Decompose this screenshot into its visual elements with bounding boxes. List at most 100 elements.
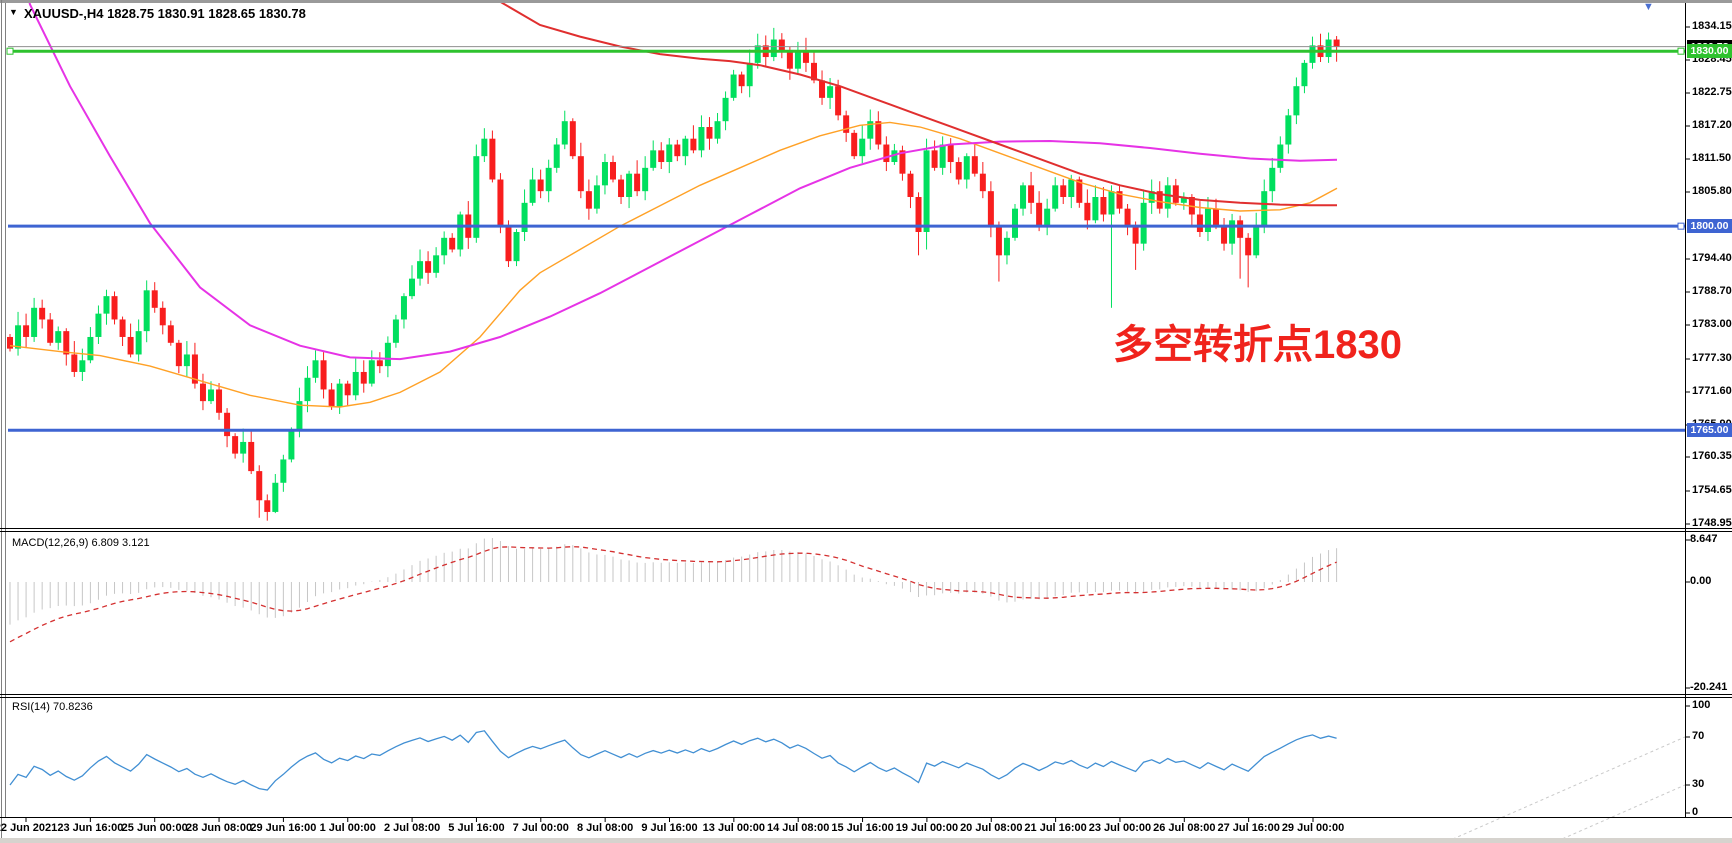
window-top-border [0,0,1732,3]
candle-body-bear [706,127,713,139]
candle-body-bear [955,162,962,180]
candle-body-bear [569,121,576,157]
symbol-ohlc-header: XAUUSD-,H4 1828.75 1830.91 1828.65 1830.… [24,6,306,21]
candle-body-bear [376,360,383,367]
candle-body-bull [1148,191,1155,203]
candle-body-bear [1156,191,1163,209]
price-tick-label: 1788.70 [1692,285,1732,297]
candle-body-bear [449,237,456,250]
candle-body-bear [23,325,30,337]
candle-body-bull [392,319,399,343]
candle-body-bear [778,39,785,52]
candle-body-bear [264,500,271,512]
candle-body-bull [1020,185,1027,209]
candle-body-bull [240,441,247,454]
candle-body-bull [666,144,673,163]
price-tick-label: 1754.65 [1692,484,1732,496]
candle-body-bear [690,138,697,151]
candle-body-bear [883,144,890,163]
candle-body-bear [585,191,592,209]
candle-body-bear [71,354,78,372]
candle-body-bear [360,371,367,384]
candle-body-bull [31,307,38,337]
candle-body-bull [754,45,761,63]
candle-body-bear [39,307,46,320]
candle-body-bear [618,179,625,198]
candle-body-bull [304,377,311,402]
candle-body-bull [642,167,649,192]
candle-body-bear [328,389,335,407]
candle-body-bear [843,115,850,133]
candle-body-bear [224,412,231,437]
candle-body-bear [875,121,882,145]
candle-body-bull [280,459,287,483]
candle-body-bull [682,138,689,157]
candle-body-bull [698,127,705,151]
hline-handle[interactable] [1677,222,1685,230]
candle-body-bear [610,162,616,180]
symbol-dropdown-icon[interactable]: ▼ [9,7,18,17]
macd-signal-line [9,546,1337,643]
candle-body-bear [1333,39,1340,47]
candle-body-bull [1277,144,1284,168]
candle-body-bear [1245,237,1252,256]
candle-body-bear [505,226,512,262]
candle-body-bull [794,51,801,69]
candle-body-bull [746,62,753,87]
hline-1830-price-label: 1830.00 [1687,44,1732,58]
candle-body-bull [208,389,214,402]
candle-body-bull [1092,197,1099,221]
candle-body-bear [738,74,745,87]
candle-body-bear [497,179,504,227]
candle-body-bull [433,255,440,273]
price-tick-label: 1783.00 [1692,318,1732,330]
rsi-indicator-label: RSI(14) 70.8236 [12,701,93,713]
candle-body-bull [601,162,608,186]
date-label: 9 Jul 16:00 [641,822,698,834]
candle-body-bear [425,261,432,273]
date-label: 19 Jul 00:00 [895,822,959,834]
candle-body-bear [1196,214,1203,232]
date-label: 25 Jun 00:00 [121,822,188,834]
price-tick-label: 1794.40 [1692,252,1732,264]
candle-body-bear [1036,202,1043,227]
candle-body-bear [344,383,351,396]
rsi-tick-label: 70 [1692,730,1705,742]
candle-body-bull [457,214,464,250]
price-tick-label: 1834.15 [1692,20,1732,32]
candle-body-bear [851,132,858,157]
candle-body-bull [730,74,737,98]
candle-body-bull [1269,167,1276,192]
chart-shift-marker-icon: ▼ [1643,1,1654,13]
candle-body-bull [1068,179,1075,198]
hline-handle[interactable] [1677,47,1685,55]
candle-body-bull [867,121,874,139]
price-tick-label: 1777.30 [1692,352,1732,364]
date-label: 1 Jul 00:00 [319,822,376,834]
candle-body-bear [111,296,118,320]
date-label: 5 Jul 16:00 [448,822,505,834]
candle-body-bull [561,121,568,145]
candle-body-bear [1084,202,1091,221]
candle-body-bear [1060,185,1067,198]
candle-body-bear [1028,185,1035,203]
hline-handle[interactable] [6,47,14,55]
date-label: 14 Jul 08:00 [767,822,830,834]
candle-body-bull [441,237,448,256]
candle-body-bear [320,360,327,390]
candle-body-bull [859,138,866,157]
candle-body-bull [1052,185,1059,209]
candle-body-bear [802,51,809,63]
candle-body-bull [1044,208,1051,227]
trade-annotation-text[interactable]: 多空转折点1830 [1113,323,1402,367]
candle-body-bull [1140,202,1147,244]
candle-body-bear [1237,220,1244,238]
candle-body-bear [979,173,986,192]
candle-body-bear [7,336,13,349]
ma-magenta [27,0,1338,361]
date-label: 23 Jul 00:00 [1088,822,1152,834]
candle-body-bull [553,144,560,168]
date-label: 20 Jul 08:00 [960,822,1023,834]
